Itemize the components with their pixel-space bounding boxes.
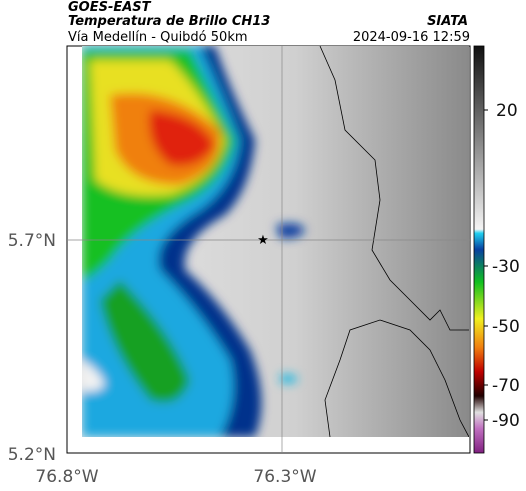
colorbar-tick: -90 (492, 411, 520, 431)
lat-label: 5.2°N (8, 445, 56, 465)
source: SIATA (427, 14, 468, 29)
colorbar-tick: -30 (492, 257, 520, 277)
satellite-image (82, 46, 469, 437)
colorbar (473, 45, 485, 454)
colorbar-tick: -50 (492, 317, 520, 337)
colorbar-tick: -70 (492, 376, 520, 396)
colorbar-tick: 20 (496, 101, 518, 121)
product: Temperatura de Brillo CH13 (68, 14, 270, 29)
lon-label: 76.3°W (253, 467, 316, 487)
timestamp: 2024-09-16 12:59 (353, 30, 470, 45)
region: Vía Medellín - Quibdó 50km (68, 30, 248, 45)
location-marker: ★ (257, 233, 269, 248)
lon-label: 76.8°W (35, 467, 98, 487)
lat-label: 5.7°N (8, 231, 56, 251)
satellite: GOES-EAST (68, 0, 152, 15)
